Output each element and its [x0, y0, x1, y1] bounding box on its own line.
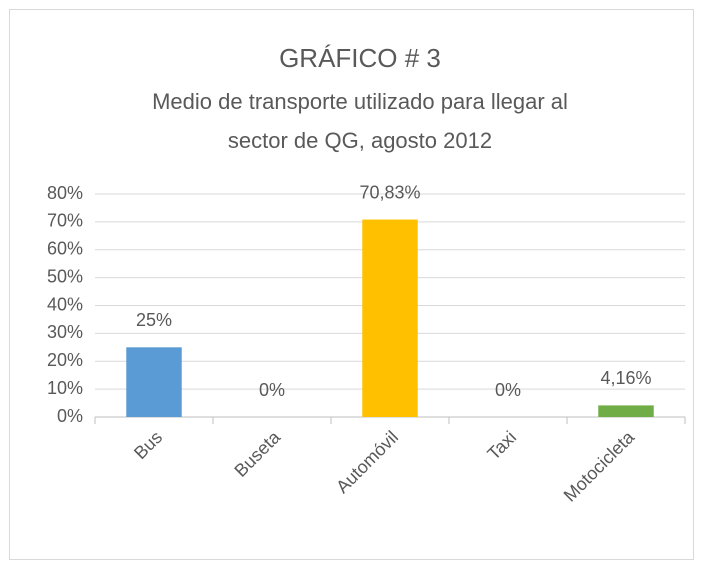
chart-subtitle: Medio de transporte utilizado para llega…: [152, 89, 568, 114]
y-tick-label: 60%: [47, 239, 83, 259]
y-tick-label: 20%: [47, 350, 83, 370]
bar: [362, 219, 418, 417]
y-tick-label: 80%: [47, 183, 83, 203]
chart-border: [9, 9, 694, 560]
data-label: 0%: [259, 380, 285, 400]
y-tick-label: 40%: [47, 294, 83, 314]
y-tick-label: 70%: [47, 211, 83, 231]
data-label: 0%: [495, 380, 521, 400]
bar: [126, 347, 182, 417]
y-tick-label: 30%: [47, 322, 83, 342]
y-tick-label: 0%: [57, 406, 83, 426]
data-label: 4,16%: [600, 368, 651, 388]
y-tick-label: 10%: [47, 378, 83, 398]
data-label: 70,83%: [359, 182, 420, 202]
chart-title: GRÁFICO # 3: [279, 43, 441, 73]
data-label: 25%: [136, 310, 172, 330]
chart-subtitle: sector de QG, agosto 2012: [228, 128, 492, 153]
y-tick-label: 50%: [47, 266, 83, 286]
bar: [598, 405, 654, 417]
